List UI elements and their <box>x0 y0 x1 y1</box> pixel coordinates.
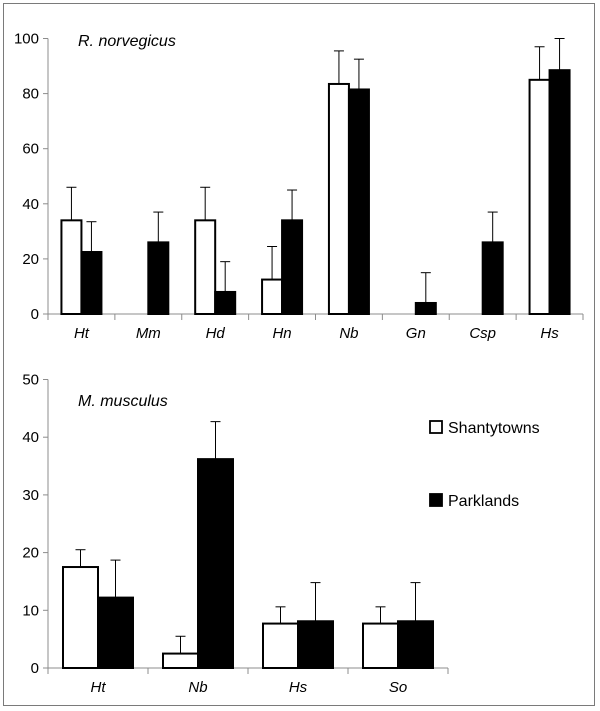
bar-parklands <box>397 620 434 669</box>
x-tick-label: Gn <box>406 325 426 342</box>
bar-shantytowns <box>261 278 284 315</box>
legend-swatch-parklands <box>429 493 443 507</box>
chart-title: M. musculus <box>78 393 168 410</box>
chart-r-norvegicus: R. norvegicus 0 20 40 60 80 100 Ht Mm Hd Hn Nb Gn Cs… <box>14 31 584 342</box>
y-tick-label: 40 <box>22 429 39 446</box>
y-tick-label: 0 <box>31 660 39 677</box>
bar-parklands <box>197 458 234 669</box>
x-tick-label: Hs <box>289 679 308 696</box>
bar-shantytowns <box>162 652 199 670</box>
bar-shantytowns <box>327 82 350 315</box>
x-tick-label: Hs <box>540 325 559 342</box>
bar-shantytowns <box>262 622 299 669</box>
y-tick-label: 10 <box>22 602 39 619</box>
y-tick-label: 100 <box>14 31 39 48</box>
bar-parklands <box>214 290 237 315</box>
chart-title: R. norvegicus <box>78 33 176 50</box>
bar-shantytowns <box>62 566 99 670</box>
legend-label-shantytowns: Shantytowns <box>448 420 540 437</box>
bar-parklands <box>97 596 134 670</box>
bar-shantytowns <box>194 219 217 315</box>
figure-frame <box>3 3 595 706</box>
x-tick-label: Ht <box>74 325 90 342</box>
chart-m-musculus: M. musculus 0 10 20 30 40 50 Ht Nb Hs So <box>22 372 449 696</box>
y-tick-label: 20 <box>22 545 39 562</box>
y-tick-label: 30 <box>22 487 39 504</box>
y-tick-label: 40 <box>22 196 39 213</box>
x-tick-label: Nb <box>339 325 358 342</box>
bar-parklands <box>481 241 504 315</box>
y-tick-label: 0 <box>31 306 39 323</box>
bar-parklands <box>347 88 370 315</box>
legend-label-parklands: Parklands <box>448 493 519 510</box>
x-tick-label: Ht <box>91 679 107 696</box>
y-tick-label: 20 <box>22 251 39 268</box>
x-tick-label: Csp <box>469 325 496 342</box>
x-tick-label: Nb <box>188 679 207 696</box>
x-tick-label: Hd <box>206 325 226 342</box>
legend-swatch-shantytowns <box>429 420 443 434</box>
y-tick-label: 60 <box>22 141 39 158</box>
x-tick-label: Hn <box>272 325 291 342</box>
bar-parklands <box>297 620 334 669</box>
legend: Shantytowns Parklands <box>429 420 540 510</box>
bar-parklands <box>414 301 437 316</box>
bar-shantytowns <box>528 78 551 315</box>
bar-parklands <box>548 69 571 316</box>
bar-shantytowns <box>60 219 83 315</box>
y-tick-label: 80 <box>22 86 39 103</box>
bar-parklands <box>80 251 103 315</box>
x-tick-label: Mm <box>136 325 161 342</box>
bar-shantytowns <box>362 622 399 669</box>
bar-parklands <box>281 219 304 315</box>
x-tick-label: So <box>389 679 407 696</box>
bar-parklands <box>147 241 170 315</box>
y-tick-label: 50 <box>22 372 39 389</box>
